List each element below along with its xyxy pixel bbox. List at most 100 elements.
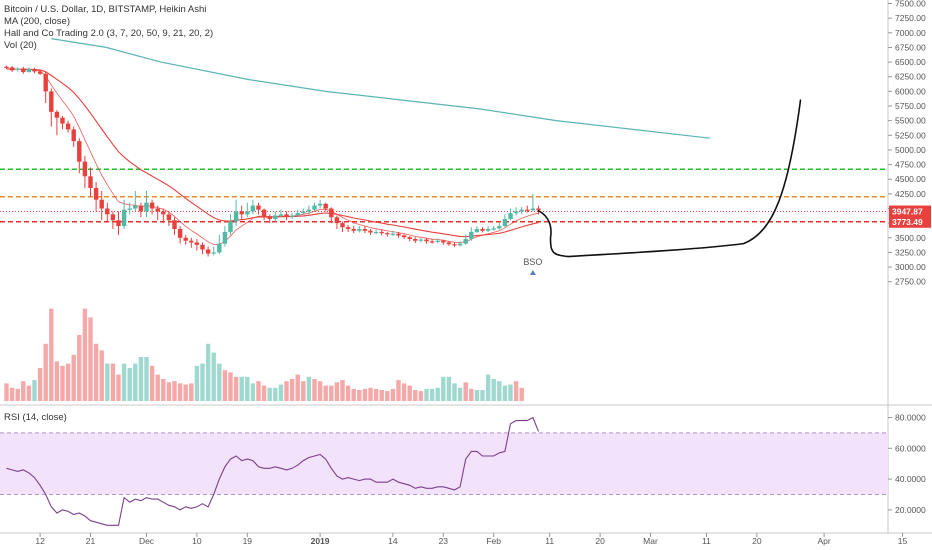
candle [418,237,424,243]
candle [446,241,452,246]
price-tick-label: 5000.00 [895,145,926,155]
price-tick-label: 4500.00 [895,174,926,184]
legend-ma-line[interactable]: MA (200, close) [4,16,70,27]
candle [340,221,345,232]
candle-body [177,228,183,238]
rsi-tick-label: 40.0000 [895,474,926,484]
volume-bar [65,363,71,401]
time-tick-label: 20 [595,536,605,546]
volume-bar [441,376,446,401]
candle [99,190,104,221]
volume-bar [306,376,312,401]
candle-body [424,239,429,242]
candle-body [368,230,373,233]
candle [200,242,205,255]
volume-bar [93,343,99,401]
candle [273,211,278,222]
volume-bar [424,388,429,401]
volume-bar [345,385,351,401]
volume-bar [480,390,485,401]
candle [222,226,228,247]
candle [289,213,295,220]
candle [329,207,334,224]
candle [93,182,99,212]
volume-bar [474,390,480,401]
candle-body [429,241,435,243]
candle [312,202,317,213]
candle-body [295,213,300,216]
candle-body [502,219,508,227]
price-tick-label: 5500.00 [895,116,926,126]
legend-hallco-line[interactable]: Hall and Co Trading 2.0 (3, 7, 20, 50, 9… [4,28,214,39]
candle [166,211,172,227]
candle [26,67,32,73]
candle [306,205,312,215]
volume-bar [127,368,132,401]
time-tick-label: Mar [643,536,658,546]
candle-body [306,209,312,212]
bso-annotation: BSO [523,257,542,267]
candle [15,67,20,72]
candle-body [407,237,412,239]
candle-body [385,233,390,235]
volume-bar [200,363,205,401]
price-tick-label: 3500.00 [895,233,926,243]
candle-body [525,209,530,211]
price-tick-label: 7000.00 [895,28,926,38]
time-tick-label: 20 [752,536,762,546]
candle-body [15,68,20,70]
volume-bar [329,385,334,401]
candle [250,199,256,215]
candle [429,238,435,244]
candle [469,227,474,241]
time-tick-label: 11 [702,536,711,546]
volume-bar [32,380,37,401]
candle-body [469,231,474,239]
volume-bar [435,387,440,401]
candle-body [435,240,440,242]
candle-body [351,228,356,231]
volume-bar [194,365,200,401]
time-tick-label: 2019 [311,536,330,546]
candle-body [261,209,267,217]
candle-body [513,211,519,214]
volume-bar [166,382,172,401]
volume-bar [77,335,82,401]
price-tick-label: 5250.00 [895,130,926,140]
projection-curve [537,99,802,258]
candle-body [155,208,160,212]
volume-bar [71,354,76,401]
volume-bar [256,381,261,401]
candle-body [250,205,256,212]
candle-body [312,205,317,210]
volume-bar [413,390,418,401]
legend-volume-line[interactable]: Vol (20) [4,40,37,51]
candle-body [508,213,513,220]
candle [362,226,368,234]
volume-bar [172,381,177,401]
volume-bar [323,385,328,401]
volume-bar [49,308,54,401]
candle [133,190,138,212]
candle [508,208,513,221]
volume-bar [133,363,138,401]
ma200-line [51,38,710,139]
candle-body [256,205,261,210]
volume-bar [452,383,457,401]
legend-symbol-line[interactable]: Bitcoin / U.S. Dollar, 1D, BITSTAMP, Hei… [4,4,207,15]
candle-body [530,208,536,211]
volume-bar [396,380,401,401]
volume-bar [407,385,412,401]
candle [323,202,328,212]
last-price-label: 3947.87 [892,207,923,217]
candle [82,155,88,188]
candle-body [110,214,116,221]
volume-bar [99,350,104,401]
legend-rsi-line[interactable]: RSI (14, close) [4,412,67,423]
candle-body [273,215,278,220]
candle-body [362,228,368,231]
candle-body [43,73,48,92]
time-tick-label: Apr [817,536,830,546]
candle [301,208,306,215]
